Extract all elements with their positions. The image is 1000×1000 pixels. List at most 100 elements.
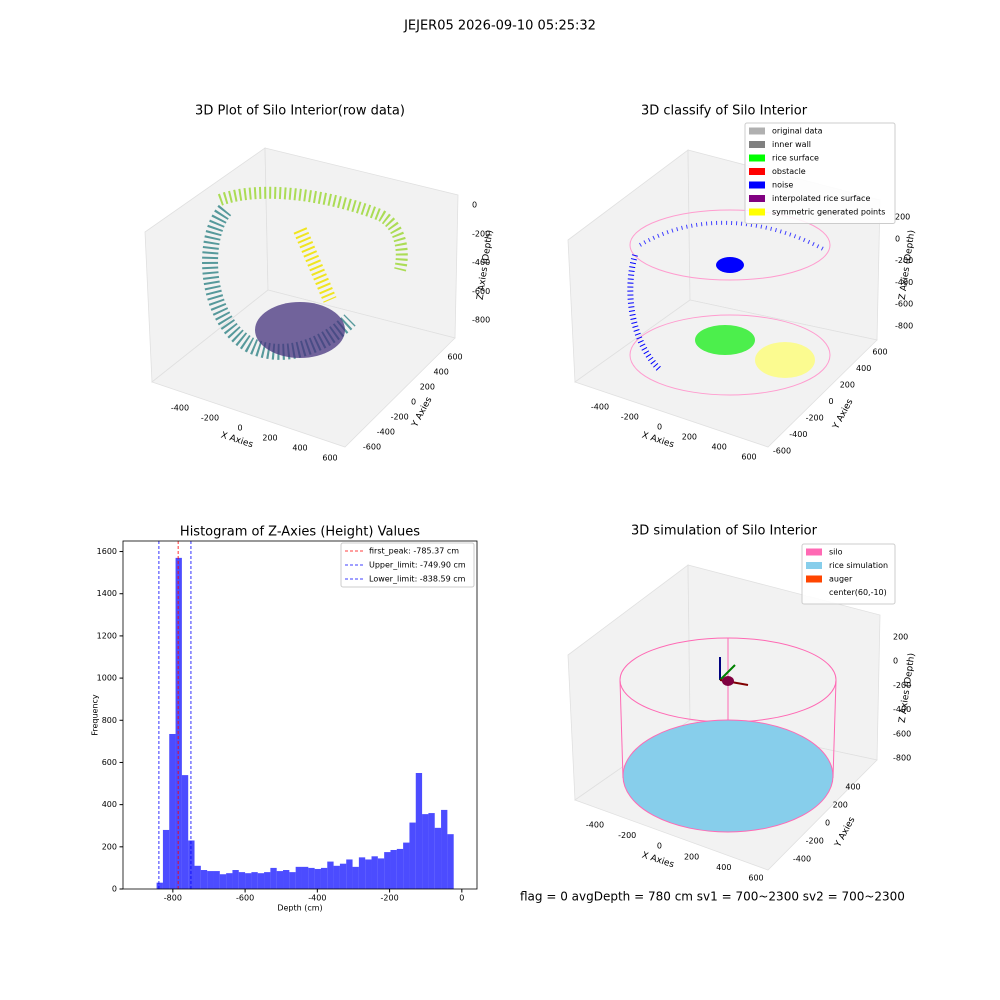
bar xyxy=(377,858,385,889)
z-tick-label: -600 xyxy=(472,287,490,296)
y-tick-label: 1200 xyxy=(97,631,117,640)
bar xyxy=(365,859,372,889)
x-tick-label: -200 xyxy=(618,831,636,840)
y-tick-label: 1000 xyxy=(97,674,117,683)
z-tick-label: -200 xyxy=(893,681,911,690)
bar xyxy=(276,871,284,889)
z-tick-label: -200 xyxy=(472,229,490,238)
y-tick-label: -200 xyxy=(391,413,409,422)
bar xyxy=(283,870,290,889)
status-text: flag = 0 avgDepth = 780 cm sv1 = 700~230… xyxy=(520,890,905,904)
y-tick-label: 1400 xyxy=(97,589,117,598)
bar xyxy=(245,873,252,889)
y-tick-label: 400 xyxy=(856,364,871,373)
bar xyxy=(371,856,378,889)
y-tick-label: 600 xyxy=(872,348,887,357)
x-tick-label: -200 xyxy=(201,414,219,423)
x-tick-label: -400 xyxy=(171,404,189,413)
bar xyxy=(422,814,429,889)
y-tick-label: -200 xyxy=(806,414,824,423)
legend-label: rice surface xyxy=(772,154,819,163)
x-tick-label: -600 xyxy=(236,894,254,903)
bar xyxy=(384,852,391,889)
z-tick-label: -600 xyxy=(895,300,913,309)
x-tick-label: 200 xyxy=(684,852,699,861)
x-tick-label: -200 xyxy=(621,413,639,422)
x-axis-label: X Axies xyxy=(640,431,675,451)
legend-label: interpolated rice surface xyxy=(772,194,870,203)
chart-title: Histogram of Z-Axies (Height) Values xyxy=(180,525,420,540)
bar xyxy=(232,870,239,889)
legend-label: Upper_limit: -749.90 cm xyxy=(369,561,466,570)
noise xyxy=(716,257,744,273)
legend-swatch xyxy=(749,141,765,148)
bar xyxy=(403,842,410,889)
legend-swatch xyxy=(749,154,765,162)
noise xyxy=(638,220,826,252)
legend-label: auger xyxy=(829,575,853,584)
point-cloud xyxy=(255,302,345,358)
x-tick-label: 200 xyxy=(682,433,697,442)
silo-outline xyxy=(629,209,831,281)
bar xyxy=(188,840,195,889)
legend-label: silo xyxy=(829,548,843,557)
y-tick-label: -400 xyxy=(377,428,395,437)
bar xyxy=(213,871,220,889)
x-tick-label: 600 xyxy=(322,454,337,463)
bar xyxy=(238,872,246,889)
bar xyxy=(270,867,277,889)
z-tick-label: -400 xyxy=(472,258,490,267)
point-cloud xyxy=(202,204,356,360)
bar xyxy=(441,809,448,889)
y-axis-label: Y Axies xyxy=(833,815,858,850)
x-tick-label: 400 xyxy=(712,443,727,452)
legend-label: Lower_limit: -838.59 cm xyxy=(369,575,466,584)
pane xyxy=(151,289,456,448)
noise xyxy=(627,254,663,373)
z-tick-label: -400 xyxy=(893,705,911,714)
x-axis-label: X Axies xyxy=(640,851,675,871)
legend-label: obstacle xyxy=(772,167,806,176)
legend-swatch xyxy=(806,589,822,596)
legend-swatch xyxy=(749,168,765,175)
bar xyxy=(346,859,353,889)
y-tick-label: 400 xyxy=(434,368,449,377)
bar xyxy=(264,872,271,889)
y-tick-label: 800 xyxy=(102,716,117,725)
auger xyxy=(722,676,734,686)
bar xyxy=(320,867,328,889)
bar xyxy=(428,813,435,889)
x-tick-label: 0 xyxy=(657,423,662,432)
bar xyxy=(156,882,163,889)
y-tick-label: -400 xyxy=(789,430,807,439)
bar xyxy=(175,557,182,889)
y-tick-label: -600 xyxy=(363,443,381,452)
axes-3d-4 xyxy=(567,564,881,871)
y-tick-label: 200 xyxy=(420,383,435,392)
pane xyxy=(574,299,878,448)
x-tick-label: -800 xyxy=(164,894,182,903)
y-tick-label: 600 xyxy=(102,758,117,767)
bar xyxy=(333,865,340,889)
bar xyxy=(314,868,321,889)
x-tick-label: 0 xyxy=(459,894,464,903)
legend-swatch xyxy=(749,127,765,135)
x-tick-label: 0 xyxy=(657,842,662,851)
bar xyxy=(327,861,334,889)
x-tick-label: 400 xyxy=(292,444,307,453)
bar xyxy=(219,874,227,889)
z-tick-label: 200 xyxy=(893,633,908,642)
x-tick-label: 600 xyxy=(748,874,763,883)
legend-label: symmetric generated points xyxy=(772,208,885,217)
rice-surface xyxy=(695,325,755,355)
chart-title: 3D simulation of Silo Interior xyxy=(631,524,818,539)
bar xyxy=(447,834,454,889)
legend-label: first_peak: -785.37 cm xyxy=(369,547,459,556)
x-tick-label: 0 xyxy=(237,424,242,433)
rice-simulation xyxy=(622,719,834,833)
z-tick-label: 200 xyxy=(895,213,910,222)
bar xyxy=(169,733,176,889)
x-tick-label: 600 xyxy=(741,453,756,462)
legend-swatch xyxy=(749,181,765,189)
bar xyxy=(308,867,315,889)
